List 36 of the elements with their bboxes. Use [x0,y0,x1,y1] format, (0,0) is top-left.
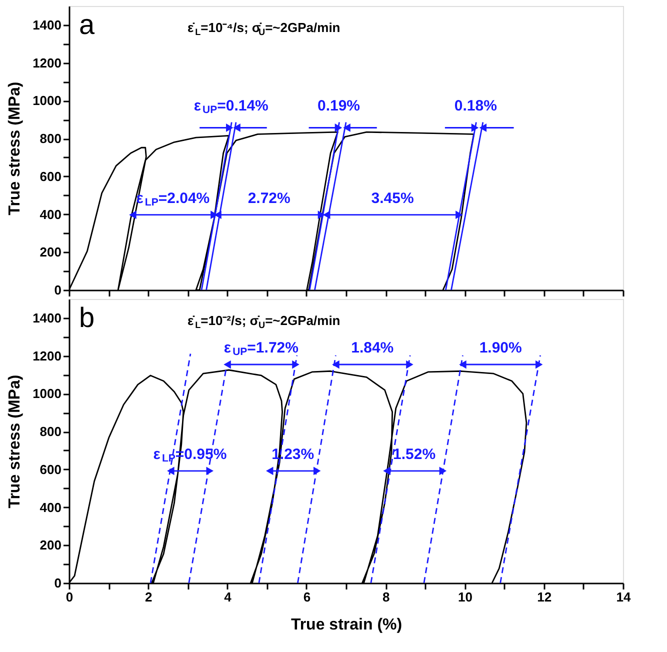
y-tick-label: 1200 [32,55,62,70]
x-tick-label: 2 [145,590,152,604]
y-tick-label: 400 [40,500,62,515]
y-tick-label: 0 [54,576,62,590]
y-tick-label: 200 [40,244,62,260]
y-tick-label: 800 [40,131,62,146]
x-tick-label: 14 [616,590,632,604]
y-tick-label: 600 [40,462,62,477]
y-axis-title: True stress (MPa) [6,374,24,508]
x-tick-label: 8 [382,590,390,604]
annotation: 1.84% [351,340,394,357]
x-tick-label: 10 [458,590,472,604]
annotation: 2.72% [248,190,290,207]
y-tick-label: 400 [40,206,62,222]
annotation: 1.52% [393,446,436,463]
y-tick-label: 1000 [32,93,62,108]
y-tick-label: 1200 [32,348,62,364]
annotation: 0.18% [454,97,497,114]
chart-title: b [79,302,95,333]
x-axis-title: True strain (%) [290,616,402,634]
x-tick-label: 12 [537,590,552,604]
x-tick-label: 4 [224,590,232,604]
chart-title: a [79,9,95,40]
annotation: 3.45% [371,190,414,207]
annotation: 1.90% [479,340,522,357]
x-tick-label: 6 [303,590,311,604]
x-tick-label: 0 [66,590,74,604]
annotation: 0.19% [317,97,360,114]
y-tick-label: 1400 [32,17,62,32]
y-tick-label: 200 [40,538,62,553]
y-tick-label: 800 [40,424,62,440]
y-axis-title: True stress (MPa) [6,82,24,216]
y-tick-label: 1400 [32,310,62,326]
y-tick-label: 600 [40,168,62,184]
y-tick-label: 1000 [32,386,62,402]
y-tick-label: 0 [54,282,62,298]
